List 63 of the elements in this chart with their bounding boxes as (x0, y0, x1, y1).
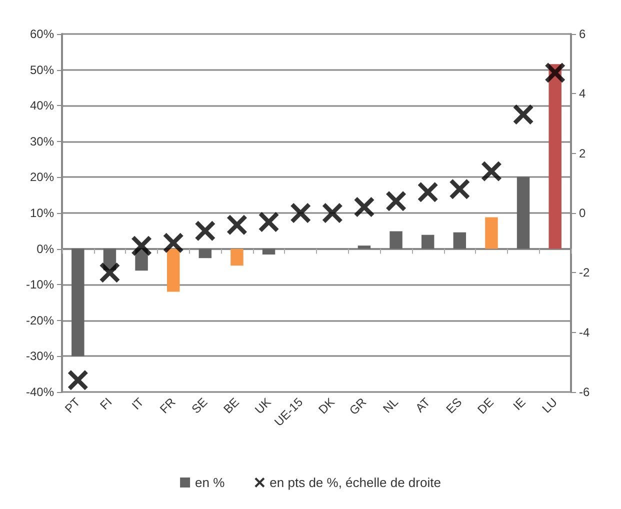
x-tick-label: DE (474, 395, 496, 417)
point (418, 182, 438, 202)
point (163, 232, 184, 253)
point (545, 62, 566, 83)
legend-label: en pts de %, échelle de droite (270, 475, 441, 490)
bar (358, 246, 371, 249)
y-tick-label: 30% (30, 134, 54, 148)
x-tick-label: FR (157, 394, 179, 416)
y-tick-label: 20% (30, 170, 54, 184)
bar (548, 64, 562, 249)
y-tick-label: 50% (30, 62, 54, 77)
bar (485, 217, 498, 249)
point (258, 212, 279, 232)
y-tick-label: -20% (26, 313, 54, 328)
x-tick-label: BE (220, 395, 242, 416)
bar (421, 234, 434, 249)
bar (72, 248, 84, 356)
point (290, 203, 311, 223)
y2-tick-label: 4 (579, 86, 586, 101)
y-tick-label: -40% (26, 385, 54, 399)
point (354, 197, 374, 218)
point (481, 161, 502, 182)
point (386, 191, 406, 212)
bar (230, 248, 244, 266)
y-tick-label: -30% (26, 349, 54, 364)
point (68, 370, 88, 390)
point (132, 236, 152, 256)
point (322, 203, 342, 223)
point (226, 214, 247, 235)
x-tick-label: IE (510, 395, 528, 413)
x-tick-label: GR (346, 394, 370, 418)
bar (453, 232, 466, 249)
bar (390, 231, 402, 249)
x-tick-label: NL (380, 394, 402, 416)
bar (516, 176, 530, 249)
y-tick-label: -10% (26, 278, 54, 292)
x-tick-label: UK (252, 395, 274, 417)
y-tick-label: 40% (30, 98, 54, 113)
point (450, 179, 470, 200)
x-tick-label: ES (443, 395, 465, 416)
bar (166, 248, 180, 292)
x-tick-label: DK (316, 395, 338, 417)
bar (198, 248, 212, 258)
legend-label: en % (195, 475, 226, 490)
y2-tick-label: -4 (579, 325, 590, 340)
point (513, 104, 534, 125)
y2-tick-label: -6 (579, 385, 590, 399)
y-tick-label: 60% (30, 27, 54, 41)
point (100, 262, 120, 283)
y-tick-label: 10% (30, 206, 54, 220)
x-tick-label: PT (62, 394, 84, 416)
y2-tick-label: -2 (579, 266, 590, 280)
x-tick-label: AT (412, 394, 434, 416)
y2-tick-label: 2 (579, 146, 586, 160)
y2-tick-label: 6 (579, 27, 586, 41)
y2-tick-label: 0 (579, 206, 586, 220)
x-tick-label: SE (188, 395, 210, 416)
x-tick-label: LU (539, 395, 560, 416)
bar (262, 248, 276, 255)
x-tick-label: FI (97, 395, 115, 412)
point (195, 220, 216, 241)
x-tick-label: IT (129, 394, 147, 412)
y-tick-label: 0% (36, 242, 54, 256)
